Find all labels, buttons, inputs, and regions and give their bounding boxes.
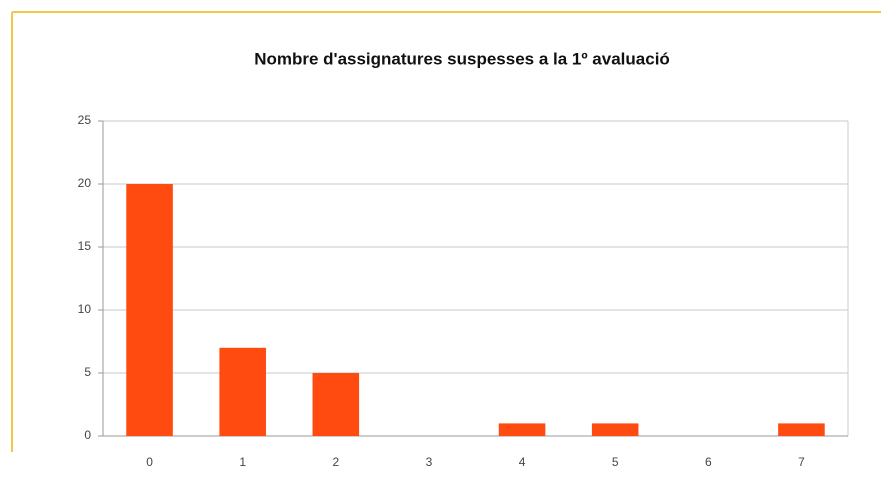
x-tick-label: 2 [332,455,339,469]
y-tick-label: 20 [78,176,92,190]
y-tick-label: 25 [78,113,92,127]
bar [498,423,546,436]
bar [312,373,360,436]
x-tick-label: 7 [798,455,805,469]
chart-title: Nombre d'assignatures suspesses a la 1º … [254,49,670,68]
x-tick-label: 4 [519,455,526,469]
y-tick-label: 10 [78,302,92,316]
x-tick-label: 5 [612,455,619,469]
bar [591,423,639,436]
x-tick-label: 1 [239,455,246,469]
y-tick-label: 0 [84,428,91,442]
x-tick-label: 0 [146,455,153,469]
y-tick-label: 5 [84,365,91,379]
bar [778,423,825,436]
x-tick-label: 6 [705,455,712,469]
y-tick-label: 15 [78,239,92,253]
bar [219,347,266,436]
x-tick-label: 3 [426,455,433,469]
bar [126,184,173,436]
